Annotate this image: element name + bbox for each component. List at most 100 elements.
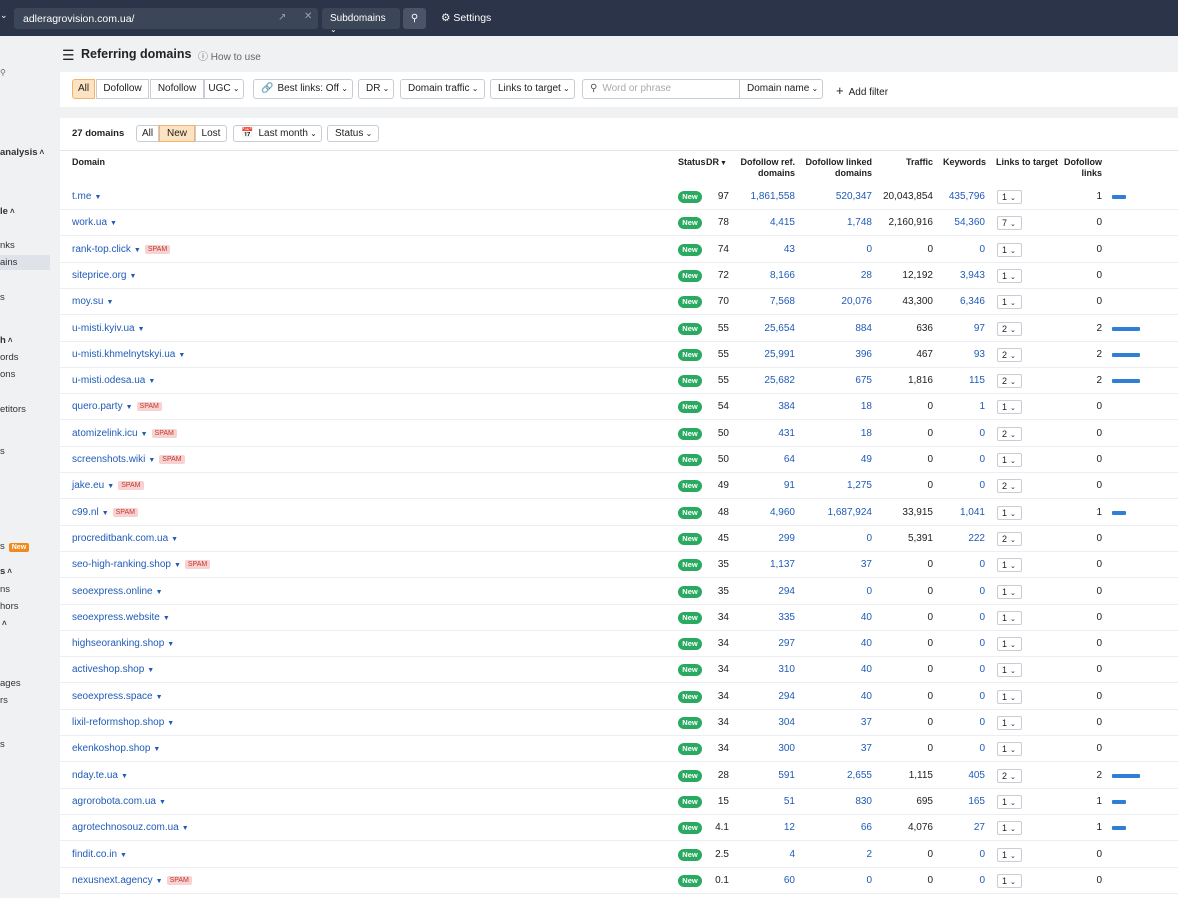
ref-cell[interactable]: 8,166 bbox=[769, 269, 795, 281]
link-type-button[interactable]: Dofollow bbox=[96, 79, 149, 99]
keywords-cell[interactable]: 0 bbox=[979, 874, 985, 886]
sidebar-item[interactable]: le ˄ bbox=[0, 206, 15, 217]
period-select[interactable]: 📅 Last month bbox=[233, 125, 322, 142]
domain-cell[interactable]: lixil-reformshop.shop ▼ bbox=[72, 717, 174, 728]
links-to-target-select[interactable]: 1 ⌄ bbox=[997, 505, 1022, 520]
search-input[interactable]: ⚲ Word or phrase bbox=[582, 79, 740, 99]
keywords-cell[interactable]: 0 bbox=[979, 427, 985, 439]
ref-cell[interactable]: 384 bbox=[778, 401, 795, 413]
sidebar-item[interactable]: hors bbox=[0, 601, 18, 612]
ref-cell[interactable]: 25,682 bbox=[764, 375, 795, 387]
sidebar-item[interactable]: ains bbox=[0, 255, 50, 270]
ref-cell[interactable]: 91 bbox=[783, 480, 795, 492]
links-to-target-select[interactable]: 2 ⌄ bbox=[997, 426, 1022, 441]
links-to-target-select[interactable]: 2 ⌄ bbox=[997, 479, 1022, 494]
keywords-cell[interactable]: 54,360 bbox=[954, 217, 985, 229]
keywords-cell[interactable]: 93 bbox=[973, 348, 985, 360]
linked-cell[interactable]: 396 bbox=[855, 348, 872, 360]
keywords-cell[interactable]: 27 bbox=[973, 822, 985, 834]
keywords-cell[interactable]: 0 bbox=[979, 743, 985, 755]
column-header[interactable]: DR▼ bbox=[706, 157, 736, 169]
ref-cell[interactable]: 591 bbox=[778, 769, 795, 781]
sidebar-item[interactable]: nks bbox=[0, 240, 15, 251]
linked-cell[interactable]: 40 bbox=[860, 611, 872, 623]
keywords-cell[interactable]: 115 bbox=[969, 375, 985, 387]
link-type-button[interactable]: Nofollow bbox=[150, 79, 204, 99]
linked-cell[interactable]: 37 bbox=[860, 743, 872, 755]
sidebar-item[interactable]: s bbox=[0, 739, 5, 750]
status-tab[interactable]: New bbox=[159, 125, 195, 142]
links-to-target-select[interactable]: 7 ⌄ bbox=[997, 216, 1022, 231]
linked-cell[interactable]: 0 bbox=[866, 874, 872, 886]
ref-cell[interactable]: 294 bbox=[778, 585, 795, 597]
linked-cell[interactable]: 884 bbox=[855, 322, 872, 334]
sidebar-item[interactable]: ˄ bbox=[0, 618, 7, 629]
sidebar-item[interactable]: ons bbox=[0, 369, 15, 380]
ref-cell[interactable]: 4,415 bbox=[769, 217, 795, 229]
linked-cell[interactable]: 675 bbox=[855, 375, 872, 387]
search-icon[interactable]: ⚲ bbox=[0, 68, 6, 77]
sidebar-item[interactable]: rs bbox=[0, 695, 8, 706]
domain-cell[interactable]: moy.su ▼ bbox=[72, 296, 113, 307]
ref-cell[interactable]: 297 bbox=[778, 638, 795, 650]
settings-button[interactable]: ⚙ Settings bbox=[441, 12, 492, 24]
sidebar-item[interactable]: analysis ˄ bbox=[0, 147, 44, 158]
links-to-target-select[interactable]: 1 ⌄ bbox=[997, 689, 1022, 704]
column-header[interactable]: Keywords bbox=[938, 157, 986, 168]
keywords-cell[interactable]: 6,346 bbox=[959, 296, 985, 308]
links-to-target-select[interactable]: 1 ⌄ bbox=[997, 663, 1022, 678]
keywords-cell[interactable]: 435,796 bbox=[948, 191, 985, 202]
column-header[interactable]: Dofollow linked domains bbox=[800, 157, 873, 179]
domain-cell[interactable]: siteprice.org ▼ bbox=[72, 270, 136, 281]
ref-cell[interactable]: 1,861,558 bbox=[750, 191, 796, 202]
ref-cell[interactable]: 4,960 bbox=[769, 506, 795, 518]
domain-cell[interactable]: screenshots.wiki ▼ SPAM bbox=[72, 454, 185, 465]
url-input[interactable]: adleragrovision.com.ua/ ↗ ✕ bbox=[14, 8, 318, 29]
links-to-target-select[interactable]: 2 ⌄ bbox=[997, 531, 1022, 546]
keywords-cell[interactable]: 0 bbox=[979, 664, 985, 676]
links-to-target-select[interactable]: 1 ⌄ bbox=[997, 742, 1022, 757]
sidebar-item[interactable]: s bbox=[0, 292, 5, 303]
help-link[interactable]: ⓘ How to use bbox=[198, 52, 261, 63]
column-header[interactable]: Dofollow ref. domains bbox=[735, 157, 796, 179]
keywords-cell[interactable]: 0 bbox=[979, 717, 985, 728]
sidebar-item[interactable]: ages bbox=[0, 678, 21, 689]
linked-cell[interactable]: 40 bbox=[860, 638, 872, 650]
dr-filter[interactable]: DR bbox=[358, 79, 394, 99]
keywords-cell[interactable]: 0 bbox=[979, 638, 985, 650]
links-to-target-filter[interactable]: Links to target bbox=[490, 79, 575, 99]
add-filter-button[interactable]: + Add filter bbox=[836, 83, 888, 98]
ref-cell[interactable]: 335 bbox=[778, 611, 795, 623]
status-tab[interactable]: Lost bbox=[195, 125, 227, 142]
keywords-cell[interactable]: 405 bbox=[968, 769, 985, 781]
ref-cell[interactable]: 43 bbox=[783, 243, 795, 255]
linked-cell[interactable]: 1,748 bbox=[846, 217, 872, 229]
keywords-cell[interactable]: 0 bbox=[979, 454, 985, 465]
ref-cell[interactable]: 7,568 bbox=[769, 296, 795, 308]
ref-cell[interactable]: 1,137 bbox=[769, 559, 795, 571]
ref-cell[interactable]: 51 bbox=[783, 795, 795, 807]
keywords-cell[interactable]: 97 bbox=[973, 322, 985, 334]
domain-cell[interactable]: nexusnext.agency ▼ SPAM bbox=[72, 875, 192, 886]
mode-select[interactable]: Subdomains bbox=[322, 8, 400, 29]
keywords-cell[interactable]: 0 bbox=[979, 585, 985, 597]
ref-cell[interactable]: 12 bbox=[783, 822, 795, 834]
best-links-filter[interactable]: 🔗 Best links: Off bbox=[253, 79, 353, 99]
ref-cell[interactable]: 4 bbox=[789, 848, 795, 860]
linked-cell[interactable]: 1,687,924 bbox=[827, 506, 873, 518]
ref-cell[interactable]: 299 bbox=[778, 532, 795, 544]
domain-cell[interactable]: seoexpress.website ▼ bbox=[72, 612, 170, 623]
linked-cell[interactable]: 40 bbox=[860, 664, 872, 676]
linked-cell[interactable]: 66 bbox=[860, 822, 872, 834]
domain-cell[interactable]: ekenkoshop.shop ▼ bbox=[72, 743, 160, 754]
keywords-cell[interactable]: 1 bbox=[979, 401, 985, 413]
ref-cell[interactable]: 25,654 bbox=[764, 322, 795, 334]
linked-cell[interactable]: 0 bbox=[866, 243, 872, 255]
ref-cell[interactable]: 431 bbox=[778, 427, 795, 439]
sidebar-item[interactable]: etitors bbox=[0, 404, 26, 415]
domain-cell[interactable]: rank-top.click ▼ SPAM bbox=[72, 244, 171, 255]
links-to-target-select[interactable]: 1 ⌄ bbox=[997, 295, 1022, 310]
sidebar-item[interactable]: s bbox=[0, 446, 5, 457]
ref-cell[interactable]: 294 bbox=[778, 690, 795, 702]
keywords-cell[interactable]: 3,943 bbox=[959, 269, 985, 281]
